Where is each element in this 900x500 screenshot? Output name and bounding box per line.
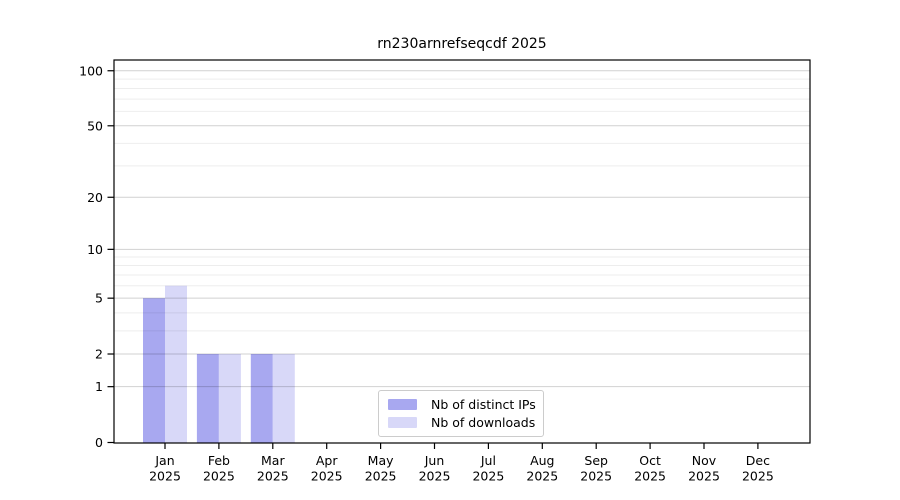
legend-item-distinct-ips: Nb of distinct IPs bbox=[388, 397, 536, 412]
x-tick-label-year: 2025 bbox=[365, 469, 397, 484]
x-tick-label-year: 2025 bbox=[688, 469, 720, 484]
y-tick-label: 100 bbox=[79, 63, 103, 78]
legend-label-distinct-ips: Nb of distinct IPs bbox=[431, 397, 536, 412]
legend-item-downloads: Nb of downloads bbox=[388, 415, 536, 430]
x-tick-label-month: Jun bbox=[424, 453, 445, 468]
bar-feb-downloads bbox=[218, 354, 241, 443]
x-tick-label-month: Mar bbox=[261, 453, 285, 468]
y-tick-label: 2 bbox=[95, 347, 103, 362]
x-tick-label-month: Sep bbox=[584, 453, 608, 468]
x-tick-label-month: Apr bbox=[316, 453, 338, 468]
x-tick-label-year: 2025 bbox=[311, 469, 343, 484]
x-tick-label-year: 2025 bbox=[257, 469, 289, 484]
y-tick-label: 5 bbox=[95, 291, 103, 306]
x-tick-label-year: 2025 bbox=[526, 469, 558, 484]
y-tick-label: 1 bbox=[95, 379, 103, 394]
x-tick-label-year: 2025 bbox=[742, 469, 774, 484]
bar-mar-distinct-ips bbox=[250, 354, 273, 443]
bar-jan-downloads bbox=[165, 285, 187, 443]
x-tick-label-month: May bbox=[368, 453, 394, 468]
x-tick-label-month: Jan bbox=[154, 453, 174, 468]
bar-mar-downloads bbox=[272, 354, 295, 443]
legend-swatch-downloads bbox=[388, 417, 417, 428]
x-tick-label-month: Nov bbox=[692, 453, 717, 468]
bar-jan-distinct-ips bbox=[143, 298, 165, 443]
x-tick-label-year: 2025 bbox=[203, 469, 235, 484]
legend-swatch-distinct-ips bbox=[388, 399, 417, 410]
x-tick-label-month: Aug bbox=[530, 453, 554, 468]
x-tick-label-year: 2025 bbox=[149, 469, 181, 484]
x-tick-label-year: 2025 bbox=[634, 469, 666, 484]
x-tick-label-month: Jul bbox=[480, 453, 496, 468]
x-tick-label-year: 2025 bbox=[472, 469, 504, 484]
x-tick-label-month: Dec bbox=[746, 453, 770, 468]
chart-title: rn230arnrefseqcdf 2025 bbox=[377, 36, 547, 52]
y-tick-label: 10 bbox=[87, 242, 103, 257]
bar-feb-distinct-ips bbox=[196, 354, 219, 443]
y-tick-label: 20 bbox=[87, 190, 103, 205]
y-tick-label: 0 bbox=[95, 435, 103, 450]
y-tick-label: 50 bbox=[87, 118, 103, 133]
x-tick-label-month: Feb bbox=[208, 453, 230, 468]
legend: Nb of distinct IPs Nb of downloads bbox=[378, 390, 544, 437]
x-tick-label-year: 2025 bbox=[419, 469, 451, 484]
legend-label-downloads: Nb of downloads bbox=[431, 415, 536, 430]
plot-box-spines bbox=[113, 59, 811, 444]
x-tick-label-year: 2025 bbox=[580, 469, 612, 484]
x-tick-label-month: Oct bbox=[639, 453, 661, 468]
